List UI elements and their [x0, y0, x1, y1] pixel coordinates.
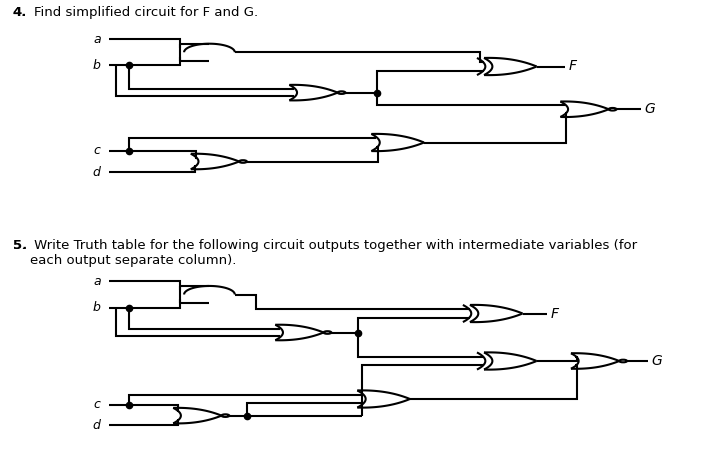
Text: b: b	[93, 301, 101, 314]
Text: F: F	[568, 59, 577, 74]
Text: c: c	[94, 399, 101, 411]
Text: a: a	[93, 275, 101, 288]
Text: 4.: 4.	[13, 6, 27, 19]
Text: a: a	[93, 33, 101, 46]
Text: b: b	[93, 59, 101, 72]
Text: G: G	[652, 354, 662, 368]
Text: d: d	[93, 418, 101, 432]
Text: 4.  Find simplified circuit for F and G.: 4. Find simplified circuit for F and G.	[13, 6, 258, 19]
Text: 5.  Write Truth table for the following circuit outputs together with intermedia: 5. Write Truth table for the following c…	[13, 239, 637, 252]
Text: F: F	[551, 306, 559, 321]
Text: d: d	[93, 166, 101, 179]
Text: each output separate column).: each output separate column).	[13, 254, 236, 267]
Text: 5.: 5.	[13, 239, 27, 252]
Text: c: c	[94, 144, 101, 157]
Text: G: G	[645, 102, 655, 116]
